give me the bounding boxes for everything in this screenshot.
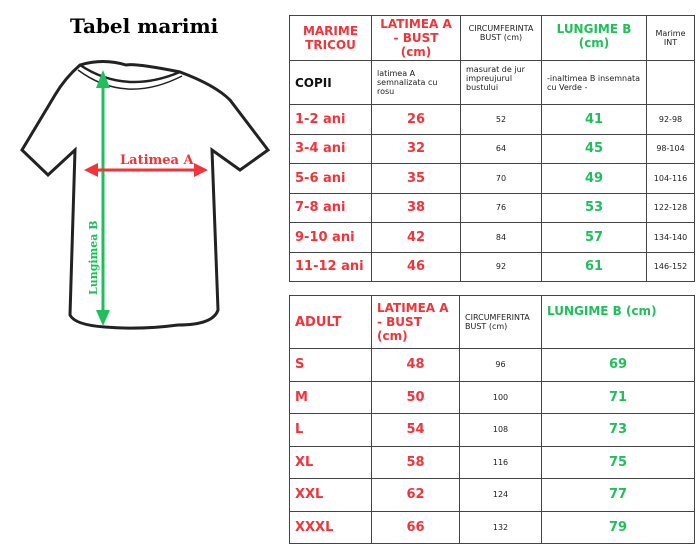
size-cell: 1-2 ani xyxy=(289,104,372,135)
adult-row: M 50 100 71 xyxy=(289,380,695,414)
int-size-cell: 134-140 xyxy=(646,222,695,253)
size-cell: M xyxy=(289,380,372,414)
width-cell: 66 xyxy=(371,510,460,544)
circumference-cell: 116 xyxy=(459,445,542,479)
width-cell: 42 xyxy=(371,222,461,253)
length-cell: 53 xyxy=(541,192,647,223)
adult-row: XL 58 116 75 xyxy=(289,445,695,479)
kids-row: 5-6 ani 35 70 49 104-116 xyxy=(289,163,695,194)
int-size-cell: 104-116 xyxy=(646,163,695,194)
tshirt-collar-inner xyxy=(77,69,183,90)
page-title: Tabel marimi xyxy=(70,14,219,38)
int-size-cell: 146-152 xyxy=(646,251,695,282)
kids-row: 1-2 ani 26 52 41 92-98 xyxy=(289,104,695,135)
header-width: LATIMEA A - BUST (cm) xyxy=(371,295,460,349)
kids-row: 11-12 ani 46 92 61 146-152 xyxy=(289,251,695,282)
width-cell: 26 xyxy=(371,104,461,135)
header-circumference: CIRCUMFERINTA BUST (cm) xyxy=(459,295,542,349)
adult-row: S 48 96 69 xyxy=(289,348,695,382)
width-arrow-head-left xyxy=(84,163,98,177)
length-arrow-head-bottom xyxy=(96,310,110,326)
circumference-cell: 92 xyxy=(460,251,542,282)
width-cell: 35 xyxy=(371,163,461,194)
header-width: LATIMEA A - BUST (cm) xyxy=(371,15,461,61)
circumference-cell: 132 xyxy=(459,510,542,544)
width-cell: 54 xyxy=(371,413,460,447)
length-cell: 45 xyxy=(541,133,647,164)
size-cell: L xyxy=(289,413,372,447)
size-cell: XL xyxy=(289,445,372,479)
size-cell: 5-6 ani xyxy=(289,163,372,194)
header-int-size: Marime INT xyxy=(646,15,695,61)
header-size: ADULT xyxy=(289,295,372,349)
size-cell: S xyxy=(289,348,372,382)
kids-row: 3-4 ani 32 64 45 98-104 xyxy=(289,133,695,164)
kids-row: 7-8 ani 38 76 53 122-128 xyxy=(289,192,695,223)
size-cell: XXXL xyxy=(289,510,372,544)
adult-header-row: ADULT LATIMEA A - BUST (cm) CIRCUMFERINT… xyxy=(289,295,695,349)
width-cell: 46 xyxy=(371,251,461,282)
kids-row: 9-10 ani 42 84 57 134-140 xyxy=(289,222,695,253)
length-cell: 71 xyxy=(541,380,695,414)
adult-row: L 54 108 73 xyxy=(289,413,695,447)
circumference-cell: 76 xyxy=(460,192,542,223)
int-size-cell: 92-98 xyxy=(646,104,695,135)
length-label: Lungimea B xyxy=(87,221,100,296)
int-size-cell: 122-128 xyxy=(646,192,695,223)
circumference-cell: 64 xyxy=(460,133,542,164)
length-cell: 75 xyxy=(541,445,695,479)
circumference-cell: 84 xyxy=(460,222,542,253)
adult-row: XXL 62 124 77 xyxy=(289,478,695,512)
header-size: MARIME TRICOU xyxy=(289,15,372,61)
length-cell: 57 xyxy=(541,222,647,253)
kids-header-row: MARIME TRICOU LATIMEA A - BUST (cm) CIRC… xyxy=(289,15,695,61)
width-cell: 48 xyxy=(371,348,460,382)
width-cell: 50 xyxy=(371,380,460,414)
int-size-cell: 98-104 xyxy=(646,133,695,164)
kids-section-label: COPII xyxy=(289,60,372,105)
kids-notes-row: COPII latimea A semnalizata cu rosu masu… xyxy=(289,60,695,105)
note-int xyxy=(646,60,695,105)
width-cell: 58 xyxy=(371,445,460,479)
note-circumference: masurat de jur impreujurul bustului xyxy=(460,60,542,105)
size-cell: 3-4 ani xyxy=(289,133,372,164)
note-length: -inaltimea B insemnata cu Verde - xyxy=(541,60,647,105)
length-arrow-head-top xyxy=(96,70,110,88)
length-cell: 61 xyxy=(541,251,647,282)
circumference-cell: 70 xyxy=(460,163,542,194)
length-cell: 73 xyxy=(541,413,695,447)
header-length: LUNGIME B (cm) xyxy=(541,295,695,349)
width-arrow-head-right xyxy=(194,163,208,177)
header-length: LUNGIME B (cm) xyxy=(541,15,647,61)
circumference-cell: 96 xyxy=(459,348,542,382)
width-label: Latimea A xyxy=(120,153,194,168)
length-cell: 79 xyxy=(541,510,695,544)
length-cell: 69 xyxy=(541,348,695,382)
size-cell: 11-12 ani xyxy=(289,251,372,282)
kids-size-table: MARIME TRICOU LATIMEA A - BUST (cm) CIRC… xyxy=(289,15,695,282)
width-cell: 62 xyxy=(371,478,460,512)
length-cell: 41 xyxy=(541,104,647,135)
length-cell: 49 xyxy=(541,163,647,194)
tshirt-outline xyxy=(20,60,271,330)
tshirt-collar xyxy=(79,63,181,84)
circumference-cell: 108 xyxy=(459,413,542,447)
width-cell: 38 xyxy=(371,192,461,223)
circumference-cell: 100 xyxy=(459,380,542,414)
width-cell: 32 xyxy=(371,133,461,164)
adult-size-table: ADULT LATIMEA A - BUST (cm) CIRCUMFERINT… xyxy=(289,295,695,544)
size-cell: XXL xyxy=(289,478,372,512)
circumference-cell: 52 xyxy=(460,104,542,135)
header-circumference: CIRCUMFERINTA BUST (cm) xyxy=(460,15,542,61)
circumference-cell: 124 xyxy=(459,478,542,512)
tshirt-diagram: Latimea A Lungimea B xyxy=(20,60,271,330)
adult-row: XXXL 66 132 79 xyxy=(289,510,695,544)
length-cell: 77 xyxy=(541,478,695,512)
size-cell: 9-10 ani xyxy=(289,222,372,253)
note-width: latimea A semnalizata cu rosu xyxy=(371,60,461,105)
size-cell: 7-8 ani xyxy=(289,192,372,223)
